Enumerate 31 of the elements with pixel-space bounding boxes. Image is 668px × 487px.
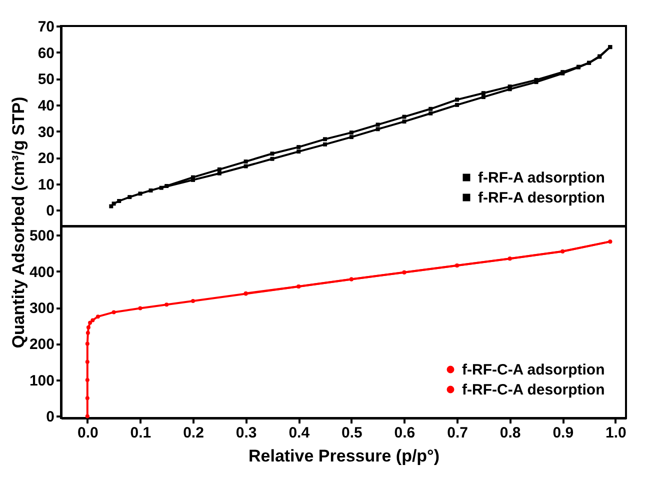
y-tick-label: 50 bbox=[38, 71, 54, 88]
x-tick-label: 0.9 bbox=[552, 424, 574, 442]
legend-label: f-RF-C-A desorption bbox=[462, 382, 605, 398]
x-tick-label: 0.7 bbox=[447, 424, 468, 442]
x-tick-label: 1.0 bbox=[606, 424, 626, 442]
x-axis-title: Relative Pressure (p/p°) bbox=[248, 446, 440, 466]
y-tick-label: 40 bbox=[38, 97, 54, 114]
y-tick-label: 0 bbox=[46, 202, 54, 220]
x-tick-label: 0.1 bbox=[130, 424, 152, 442]
legend-label: f-RF-C-A adsorption bbox=[462, 362, 605, 378]
x-tick-label: 0.5 bbox=[341, 424, 362, 442]
x-tick-label: 0.6 bbox=[394, 424, 416, 442]
y-tick-label: 10 bbox=[38, 176, 54, 194]
legend-label: f-RF-A desorption bbox=[478, 190, 605, 206]
y-tick-label: 500 bbox=[29, 228, 54, 245]
y-tick-label: 200 bbox=[29, 336, 54, 354]
y-tick-label: 100 bbox=[29, 372, 54, 390]
x-tick-label: 0.4 bbox=[288, 424, 310, 442]
y-tick-label: 400 bbox=[29, 264, 54, 281]
x-tick-label: 0.2 bbox=[183, 424, 204, 442]
x-tick-label: 0.0 bbox=[77, 424, 98, 442]
y-tick-label: 300 bbox=[29, 300, 54, 318]
y-tick-label: 20 bbox=[38, 150, 54, 168]
y-tick-label: 70 bbox=[38, 18, 54, 36]
y-axis-title: Quantity Adsorbed (cm³/g STP) bbox=[8, 96, 28, 348]
legend-label: f-RF-A adsorption bbox=[478, 170, 605, 186]
y-tick-label: 0 bbox=[46, 408, 54, 426]
y-tick-label: 30 bbox=[38, 124, 54, 141]
y-tick-label: 60 bbox=[38, 44, 54, 62]
x-tick-label: 0.3 bbox=[236, 424, 257, 442]
x-tick-label: 0.8 bbox=[500, 424, 521, 442]
